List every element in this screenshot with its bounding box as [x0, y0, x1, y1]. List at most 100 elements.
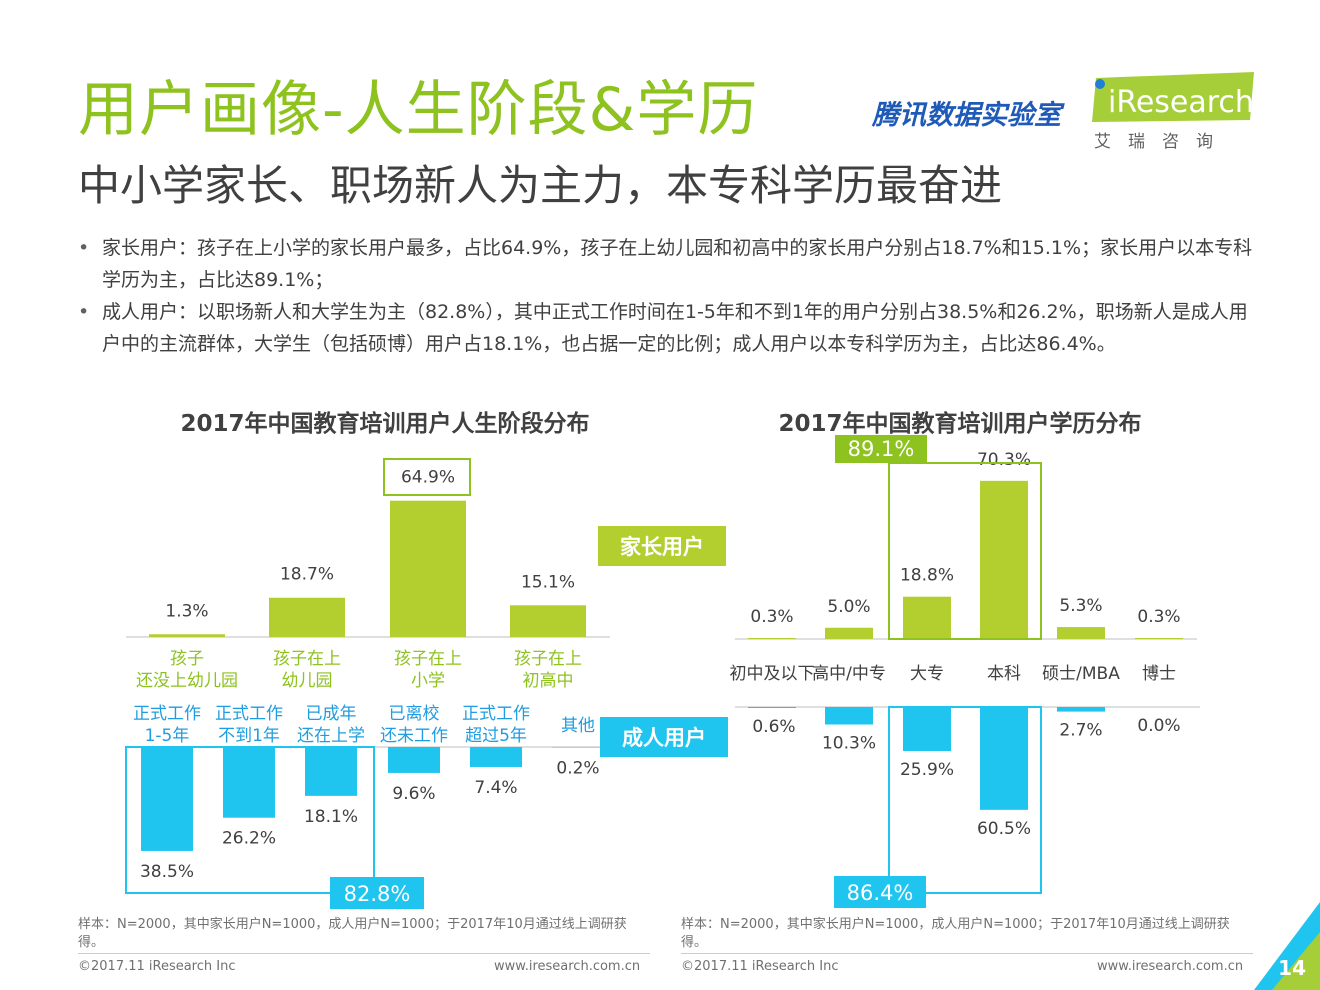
edu-parent-total-callout-bg [835, 435, 927, 463]
adult-bar-label-3: 9.6% [392, 784, 435, 804]
adult-bar-2 [305, 747, 357, 796]
adult-bar-label-2: 18.1% [304, 807, 358, 827]
bullet-parent-users: 家长用户：孩子在上小学的家长用户最多，占比64.9%，孩子在上幼儿园和初高中的家… [78, 232, 1253, 296]
edu-category-label-4: 硕士/MBA [1042, 664, 1120, 684]
edu-category-label-5: 博士 [1142, 664, 1176, 684]
edu-adult-bar-label-2: 25.9% [900, 760, 954, 780]
tencent-lab-logo: 腾讯数据实验室 [872, 100, 1061, 131]
parent-bar-label-0: 1.3% [165, 601, 208, 621]
edu-parent-bar-label-5: 0.3% [1137, 607, 1180, 627]
parent-category-label-2-0: 孩子在上 [394, 649, 462, 669]
adult-bar-1 [223, 747, 275, 818]
edu-adult-bar-label-0: 0.6% [752, 717, 795, 737]
parent-bar-label-3: 15.1% [521, 572, 575, 592]
adult-total-callout-bg [330, 877, 424, 909]
iresearch-logo: iResearch 艾 瑞 咨 询 [1092, 72, 1254, 152]
adult-category-label-0-1: 1-5年 [145, 726, 190, 746]
parent-bar-label-2: 64.9% [401, 468, 455, 488]
page-subtitle: 中小学家长、职场新人为主力，本专科学历最奋进 [78, 161, 1003, 210]
edu-parent-bar-label-3: 70.3% [977, 450, 1031, 470]
adult-bar-0 [141, 747, 193, 851]
adult-bar-label-4: 7.4% [474, 778, 517, 798]
page-number: 14 [1278, 956, 1306, 980]
adult-category-label-5-0: 其他 [561, 716, 595, 736]
edu-adult-bar-label-1: 10.3% [822, 734, 876, 754]
adult-bar-label-1: 26.2% [222, 829, 276, 849]
page-title: 用户画像-人生阶段&学历 [78, 75, 759, 145]
edu-adult-total-callout-bg [834, 876, 926, 908]
adult-total-callout-text: 82.8% [344, 882, 411, 906]
parent-category-label-0-1: 还没上幼儿园 [136, 671, 238, 691]
left-sample-note: 样本：N=2000，其中家长用户N=1000，成人用户N=1000；于2017年… [78, 917, 627, 950]
adult-bar-label-5: 0.2% [556, 759, 599, 779]
legend-adult-label: 成人用户 [622, 726, 706, 750]
parent-category-label-1-1: 幼儿园 [282, 671, 333, 691]
edu-parent-bar-label-0: 0.3% [750, 607, 793, 627]
edu-category-label-0: 初中及以下 [730, 664, 815, 684]
edu-adult-total-callout-text: 86.4% [847, 881, 914, 905]
adult-bar-label-0: 38.5% [140, 862, 194, 882]
left-copyright: ©2017.11 iResearch Inc [78, 959, 236, 974]
edu-category-label-2: 大专 [910, 664, 944, 684]
edu-category-label-3: 本科 [987, 664, 1021, 684]
edu-parent-bar-2 [903, 596, 951, 639]
edu-adult-bar-label-4: 2.7% [1059, 721, 1102, 741]
parent-category-label-3-0: 孩子在上 [514, 649, 582, 669]
adult-category-label-2-0: 已成年 [306, 704, 357, 724]
bullet-adult-users: 成人用户：以职场新人和大学生为主（82.8%），其中正式工作时间在1-5年和不到… [78, 296, 1253, 360]
edu-adult-bar-label-5: 0.0% [1137, 716, 1180, 736]
edu-adult-bar-label-3: 60.5% [977, 819, 1031, 839]
right-copyright: ©2017.11 iResearch Inc [681, 959, 839, 974]
adult-bar-4 [470, 747, 522, 767]
adult-bar-3 [388, 747, 440, 773]
adult-bar-5 [552, 747, 604, 748]
parent-bar-3 [510, 605, 586, 637]
adult-category-label-3-1: 还未工作 [380, 726, 448, 746]
parent-category-label-2-1: 小学 [411, 671, 445, 691]
parent-category-label-1-0: 孩子在上 [273, 649, 341, 669]
adult-category-label-1-1: 不到1年 [218, 726, 280, 746]
iresearch-logo-text: iResearch [1108, 85, 1254, 120]
parent-category-label-3-1: 初高中 [523, 671, 574, 691]
parent-bar-0 [149, 634, 225, 637]
legend-parent-bg [598, 526, 726, 566]
summary-bullets: 家长用户：孩子在上小学的家长用户最多，占比64.9%，孩子在上幼儿园和初高中的家… [78, 232, 1253, 360]
edu-parent-bar-label-2: 18.8% [900, 566, 954, 586]
edu-category-label-1: 高中/中专 [812, 664, 886, 684]
legend-adult-bg [600, 717, 728, 757]
adult-bracket-box [125, 746, 375, 894]
edu-parent-bar-label-1: 5.0% [827, 597, 870, 617]
edu-parent-total-callout-text: 89.1% [848, 437, 915, 461]
parent-bar-2 [390, 500, 466, 637]
corner-decoration [1254, 902, 1320, 990]
adult-category-label-4-0: 正式工作 [462, 704, 530, 724]
edu-adult-bar-0 [748, 707, 796, 709]
edu-parent-bar-label-4: 5.3% [1059, 596, 1102, 616]
edu-adult-bracket-box [888, 706, 1042, 894]
edu-adult-bar-1 [825, 707, 873, 725]
adult-category-label-4-1: 超过5年 [465, 726, 527, 746]
edu-parent-bar-0 [748, 638, 796, 639]
edu-parent-bar-5 [1135, 638, 1183, 639]
parent-bar-1 [269, 597, 345, 637]
parent-top-callout-box [383, 458, 471, 496]
education-chart-title: 2017年中国教育培训用户学历分布 [778, 411, 1142, 437]
edu-parent-bar-3 [980, 480, 1028, 639]
legend-parent-label: 家长用户 [620, 535, 704, 559]
life-stage-chart-title: 2017年中国教育培训用户人生阶段分布 [180, 411, 590, 437]
left-website-link[interactable]: www.iresearch.com.cn [494, 959, 641, 974]
right-footer-divider [681, 953, 1253, 954]
edu-adult-bar-2 [903, 707, 951, 752]
edu-parent-bracket-box [888, 462, 1042, 640]
adult-category-label-0-0: 正式工作 [133, 704, 201, 724]
edu-adult-bar-3 [980, 707, 1028, 810]
right-website-link[interactable]: www.iresearch.com.cn [1097, 959, 1244, 974]
adult-category-label-2-1: 还在上学 [297, 726, 365, 746]
iresearch-logo-cn: 艾 瑞 咨 询 [1094, 132, 1213, 152]
edu-parent-bar-4 [1057, 627, 1105, 639]
left-footer-divider [78, 953, 650, 954]
